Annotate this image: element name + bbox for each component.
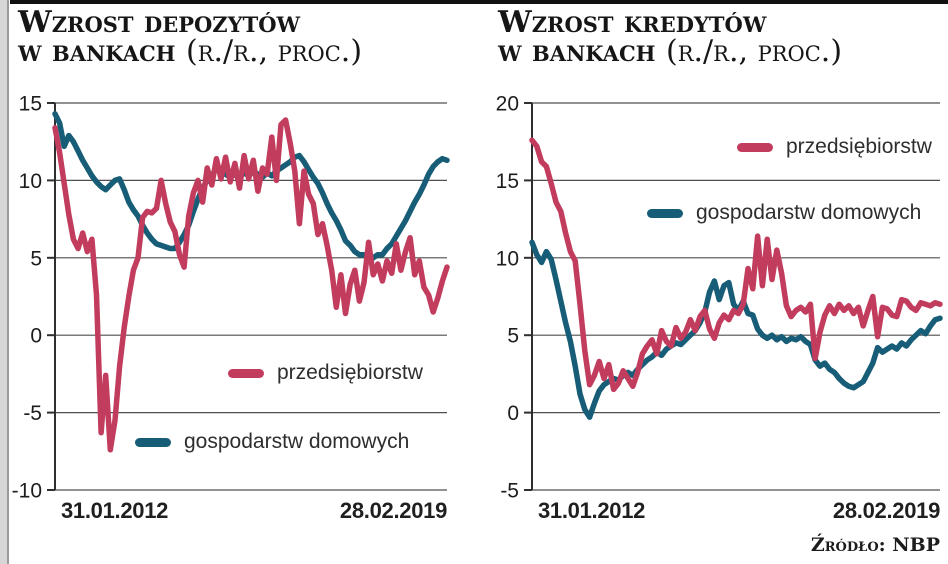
deposits-title-suffix: (r./r., proc.) <box>185 34 363 69</box>
y-tick-label: 10 <box>496 247 519 270</box>
x-axis-end-label: 28.02.2019 <box>340 498 447 523</box>
y-tick-label: 15 <box>19 93 42 116</box>
deposits-chart-plot: 15 10 5 0 -5 -10 31.01.2012 28.02.2019 <box>12 93 450 523</box>
page-left-margin-strip <box>0 0 9 564</box>
legend-label: przedsiębiorstw <box>277 361 423 384</box>
series-line-gospodarstw-domowych <box>52 111 450 261</box>
deposits-title-line2: w bankach <box>18 34 176 69</box>
x-axis-start-label: 31.01.2012 <box>538 498 645 523</box>
series-line-gospodarstw-domowych <box>529 239 943 420</box>
source-label: Źródło: NBP <box>810 534 940 556</box>
series-line-przedsiębiorstw <box>52 117 450 453</box>
legend-item-credits-gospodarstwa: gospodarstw domowych <box>647 201 921 225</box>
y-tick-label: 20 <box>496 93 519 116</box>
top-divider-rule <box>10 0 948 4</box>
y-tick-label: 0 <box>30 325 42 348</box>
legend-label: przedsiębiorstw <box>786 135 932 158</box>
credits-chart-title: Wzrost kredytów w bankach (r./r., proc.) <box>498 5 843 69</box>
deposits-chart-title: Wzrost depozytów w bankach (r./r., proc.) <box>18 5 363 69</box>
legend-swatch-red-line <box>737 142 773 152</box>
y-tick-label: 5 <box>30 247 42 270</box>
legend-label: gospodarstw domowych <box>184 430 410 453</box>
legend-swatch-teal-line <box>135 437 171 447</box>
legend-swatch-red-line <box>228 368 264 378</box>
credits-chart-plot: 20 15 10 5 0 -5 31.01.2012 28.02.2019 <box>496 93 943 523</box>
deposits-title-line1: Wzrost depozytów <box>18 5 301 40</box>
y-tick-label: -10 <box>12 480 42 503</box>
credits-title-line2: w bankach <box>498 34 656 69</box>
y-tick-label: 10 <box>19 170 42 193</box>
x-axis-end-label: 28.02.2019 <box>833 498 940 523</box>
series-line-przedsiębiorstw <box>529 137 943 393</box>
x-axis-start-label: 31.01.2012 <box>61 498 168 523</box>
credits-title-line1: Wzrost kredytów <box>498 5 767 40</box>
legend-item-credits-przedsiebiorstw: przedsiębiorstw <box>737 135 932 159</box>
legend-swatch-teal-line <box>647 208 683 218</box>
y-tick-label: -5 <box>500 480 519 503</box>
y-tick-label: 5 <box>507 325 519 348</box>
y-tick-label: 15 <box>496 170 519 193</box>
credits-title-suffix: (r./r., proc.) <box>665 34 843 69</box>
legend-item-deposits-przedsiebiorstw: przedsiębiorstw <box>228 361 423 385</box>
legend-item-deposits-gospodarstwa: gospodarstw domowych <box>135 430 409 454</box>
legend-label: gospodarstw domowych <box>696 201 922 224</box>
y-tick-label: -5 <box>23 402 42 425</box>
y-tick-label: 0 <box>507 402 519 425</box>
